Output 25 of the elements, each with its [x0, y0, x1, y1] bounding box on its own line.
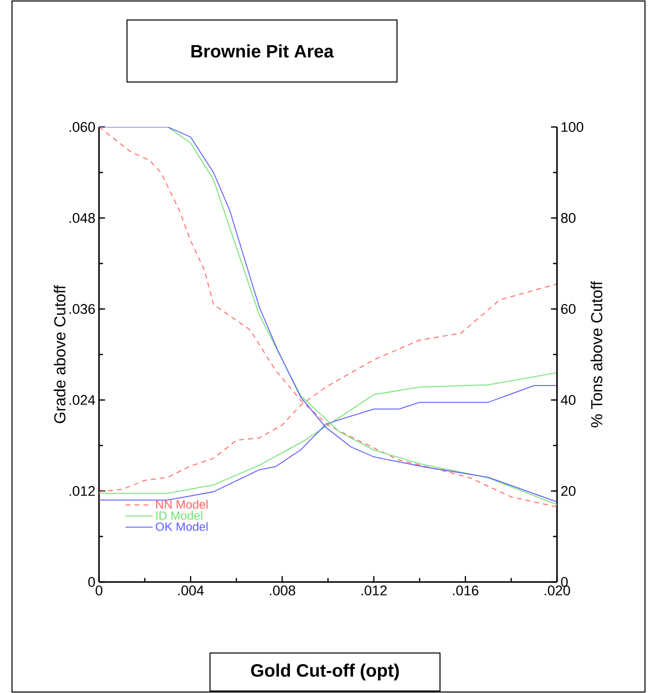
- y-tick-label: .036: [70, 304, 95, 314]
- y-tick-label: .060: [70, 122, 95, 132]
- x-tick-label: .016: [453, 586, 478, 596]
- y2-tick-label: 40: [560, 395, 576, 405]
- legend-label: NN Model: [156, 500, 208, 509]
- y2-tick-label: 0: [561, 577, 568, 587]
- x-tick-label: .020: [544, 586, 570, 596]
- x-tick-label: .008: [270, 586, 296, 596]
- y-tick-label: 0: [88, 577, 95, 587]
- y-tick-label: .024: [70, 395, 96, 405]
- y2-tick-label: 80: [561, 213, 576, 223]
- y2-tick-label: 60: [561, 304, 576, 314]
- y-tick-label: .048: [70, 213, 95, 223]
- x-tick-label: .012: [362, 586, 387, 596]
- legend-label: ID Model: [156, 511, 202, 520]
- x-tick-label: 0: [96, 586, 102, 596]
- y-tick-label: .012: [70, 486, 95, 496]
- y2-tick-label: 20: [561, 486, 576, 496]
- x-axis-title: Gold Cut-off (opt): [251, 664, 399, 680]
- legend-label: OK Model: [156, 522, 208, 531]
- y2-tick-label: 100: [562, 122, 584, 132]
- y2-axis-title: % Tons above Cutoff: [590, 281, 602, 428]
- y-axis-title: Grade above Cutoff: [54, 285, 66, 424]
- chart-title: Brownie Pit Area: [191, 44, 334, 58]
- x-tick-label: .004: [178, 586, 204, 596]
